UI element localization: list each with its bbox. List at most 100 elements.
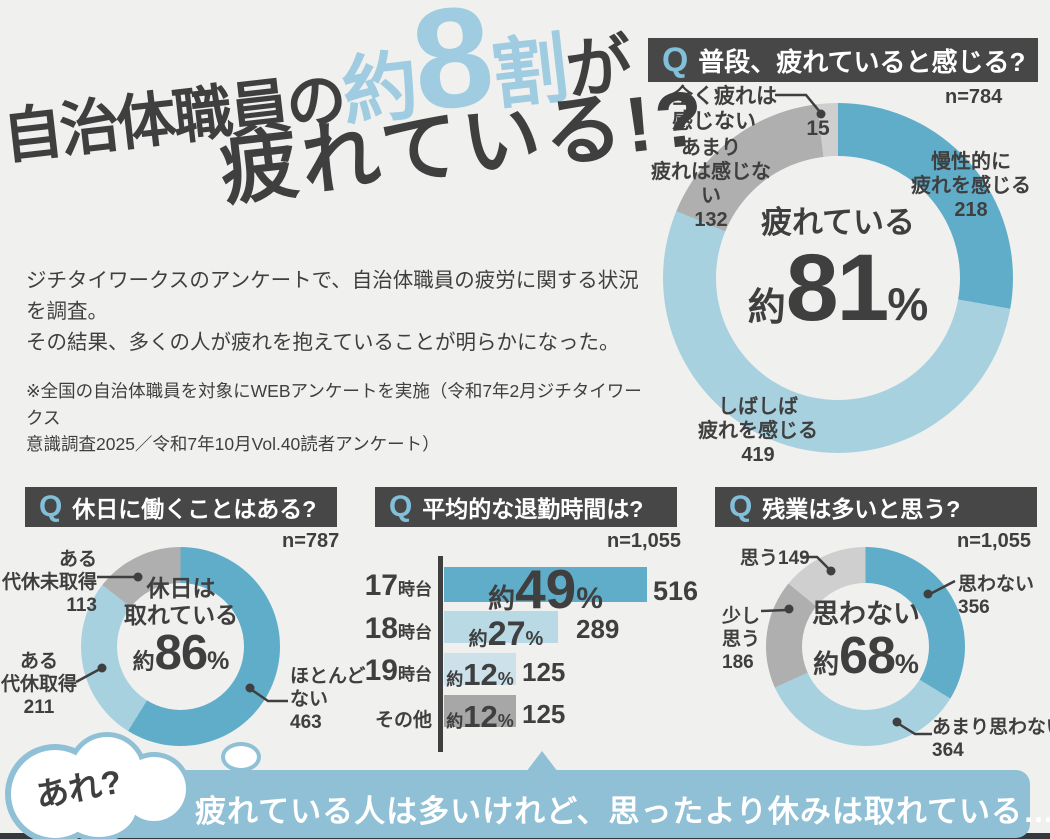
pct-about: 約 (488, 584, 516, 614)
segment-label-line: 思う (722, 628, 761, 650)
center-percent-sign: % (887, 278, 929, 331)
bar-17h (444, 567, 647, 602)
bar-percent-18h: 約 27% (444, 617, 568, 651)
segment-label-line: 思う (740, 548, 779, 569)
segment-value: 211 (23, 696, 55, 718)
segment-label-line: 代休取得 (0, 673, 77, 695)
bar-19h (444, 653, 516, 685)
segment-label-line: 疲れを感じる (698, 420, 818, 442)
intro-line1: ジチタイワークスのアンケートで、自治体職員の疲労に関する状況を調査。 (26, 269, 639, 323)
segment-label-line: ある (58, 549, 97, 570)
question-header-overtime: Q 残業は多いと思う? (715, 487, 1037, 527)
sample-size-q1: n=784 (945, 86, 1003, 108)
q-mark-icon: Q (389, 490, 413, 523)
segment-label-comp-taken: ある 代休取得 211 (0, 651, 78, 719)
category-number: 17 (364, 569, 398, 602)
segment-value: 463 (290, 711, 322, 733)
segment-value: 186 (722, 651, 754, 673)
cloud-blob (62, 779, 136, 837)
segment-value-none: 15 (806, 117, 830, 140)
segment-label-none: 全く疲れは 感じない (672, 84, 797, 134)
question-title: 残業は多いと思う? (762, 496, 961, 522)
bar-percent-17h: 約 49% (444, 562, 647, 617)
bar-category-18: 18時台 (352, 612, 432, 646)
bar-category-19: 19時台 (352, 654, 432, 688)
center-about: 約 (747, 287, 786, 330)
bar-other (444, 695, 516, 727)
segment-label-line: ある (19, 651, 58, 672)
segment-label-comp-untaken: ある 代休未取得 113 (2, 549, 97, 617)
center-text: 取れている (123, 602, 239, 629)
pct-number: 12 (463, 699, 498, 734)
bar-18h (444, 611, 558, 643)
center-value: 約 81 % (713, 241, 963, 336)
segment-label-line: ない (290, 688, 329, 710)
pct-sign: % (576, 582, 603, 615)
segment-value: 364 (932, 739, 964, 761)
center-number: 68 (839, 627, 896, 686)
donut-center-label-holiday: 休日は 取れている 約 86 % (110, 575, 252, 678)
segment-label-line: 少し (722, 606, 761, 627)
donut-hole (802, 583, 929, 710)
center-value: 約 68 % (788, 630, 944, 682)
segment-label-chronic: 慢性的に 疲れを感じる 218 (905, 150, 1037, 222)
center-about: 約 (813, 649, 840, 680)
conclusion-banner (60, 770, 1030, 838)
segment-label-line: 感じない (672, 110, 756, 134)
donut-chart-tired (663, 103, 1013, 453)
pct-about: 約 (468, 629, 488, 650)
segment-label-line: 全く疲れは (672, 85, 777, 108)
segment-label-line: しばしば (718, 396, 798, 418)
center-text: 思わない (812, 599, 920, 629)
segment-value: 356 (958, 596, 990, 618)
pct-sign: % (525, 628, 544, 650)
question-header-holiday: Q 休日に働くことはある? (25, 487, 337, 527)
question-title: 平均的な退勤時間は? (422, 496, 644, 522)
category-number: 19 (364, 654, 398, 687)
cloud-blob (225, 746, 257, 768)
center-text: 疲れている (760, 205, 916, 240)
intro-text: ジチタイワークスのアンケートで、自治体職員の疲労に関する状況を調査。 その結果、… (26, 266, 646, 457)
segment-value: 113 (66, 594, 97, 616)
segment-label-line: 疲れは感じない (651, 161, 771, 207)
donut-hole (716, 156, 960, 400)
conclusion-text: 疲れている人は多いけれど、思ったより休みは取れている…? (195, 794, 1050, 829)
center-percent-sign: % (894, 649, 919, 680)
intro-line2: その結果、多くの人が疲れを抱えていることが明らかになった。 (26, 330, 620, 354)
center-value: 約 86 % (110, 629, 252, 678)
category-suffix: 時台 (398, 665, 432, 684)
pct-about: 約 (446, 670, 464, 689)
bar-percent-other: 約 12% (444, 701, 516, 732)
segment-value: 419 (741, 444, 775, 466)
pct-sign: % (497, 711, 514, 731)
question-title: 普段、疲れていると感じる? (698, 46, 1026, 77)
category-suffix: その他 (374, 710, 432, 731)
segment-value: 149 (778, 548, 810, 569)
sample-size-q3: n=1,055 (607, 530, 681, 552)
segment-label-line: 疲れを感じる (911, 175, 1031, 197)
bar-value-other: 125 (522, 699, 566, 729)
segment-value: 132 (694, 209, 728, 231)
bar-chart-axis (438, 556, 443, 752)
question-header-tired: Q 普段、疲れていると感じる? (648, 38, 1038, 82)
bar-value-17h: 516 (653, 576, 699, 606)
segment-label-rarely: あまり 疲れは感じない 132 (645, 136, 777, 232)
segment-label-line: 慢性的に (931, 151, 1011, 173)
q-mark-icon: Q (39, 490, 63, 523)
segment-value: 218 (954, 199, 988, 221)
donut-center-label-overtime: 思わない 約 68 % (788, 598, 944, 682)
segment-label-think: 思う149 (740, 548, 850, 571)
q-mark-icon: Q (662, 40, 689, 79)
segment-label-line: ほとんど (290, 666, 366, 687)
segment-label-line: 代休未取得 (2, 571, 98, 593)
survey-note-line1: ※全国の自治体職員を対象にWEBアンケートを実施（令和7年2月ジチタイワークス (26, 381, 642, 428)
bar-value-19h: 125 (522, 657, 566, 687)
bar-category-17: 17時台 (352, 569, 432, 603)
speech-cloud: あれ? (5, 732, 275, 839)
bar-value-18h: 289 (576, 614, 620, 644)
pct-number: 27 (487, 615, 526, 653)
banner-tail (526, 751, 558, 772)
center-number: 81 (785, 235, 890, 342)
segment-label-line: あまり思わない (932, 717, 1050, 738)
